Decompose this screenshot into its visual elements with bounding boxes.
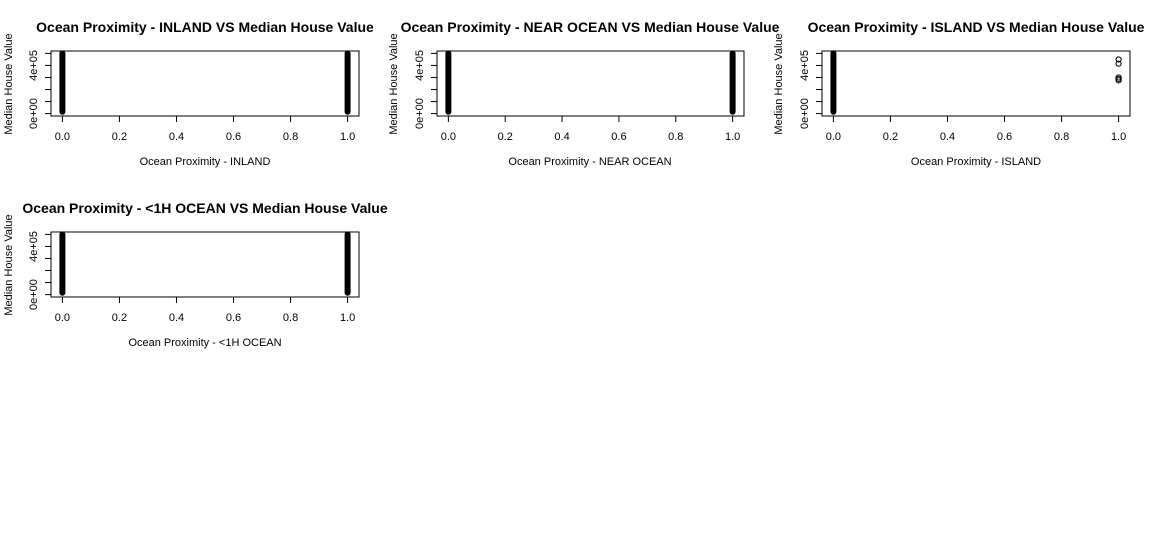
x-tick-label: 0.8 (283, 312, 298, 324)
y-tick-label: 0e+00 (28, 279, 40, 310)
x-tick-label: 0.6 (997, 131, 1012, 143)
x-tick-label: 0.2 (112, 131, 127, 143)
x-tick-label: 1.0 (340, 131, 355, 143)
data-point (1115, 74, 1122, 81)
chart-title: Ocean Proximity - NEAR OCEAN VS Median H… (401, 19, 780, 35)
y-tick-label: 0e+00 (414, 98, 426, 129)
x-tick-label: 0.0 (826, 131, 841, 143)
chart-title: Ocean Proximity - ISLAND VS Median House… (808, 19, 1145, 35)
data-point (1115, 60, 1122, 67)
chart-title: Ocean Proximity - INLAND VS Median House… (36, 19, 374, 35)
x-tick-label: 1.0 (340, 312, 355, 324)
chart-title: Ocean Proximity - <1H OCEAN VS Median Ho… (22, 200, 387, 216)
plot-frame (436, 50, 745, 117)
x-axis-label: Ocean Proximity - NEAR OCEAN (508, 156, 671, 168)
x-tick-label: 1.0 (1111, 131, 1126, 143)
x-tick-label: 0.8 (283, 131, 298, 143)
y-tick-label: 4e+05 (28, 231, 40, 262)
x-tick-label: 1.0 (725, 131, 740, 143)
x-tick-label: 0.4 (554, 131, 569, 143)
plot-frame (50, 231, 360, 298)
y-tick-label: 0e+00 (799, 98, 811, 129)
chart-panel: Ocean Proximity - INLAND VS Median House… (3, 19, 374, 168)
chart-panel: Ocean Proximity - ISLAND VS Median House… (773, 19, 1145, 168)
x-tick-label: 0.2 (883, 131, 898, 143)
x-tick-label: 0.8 (1054, 131, 1069, 143)
plot-frame (821, 50, 1131, 117)
x-tick-label: 0.4 (169, 131, 184, 143)
x-tick-label: 0.2 (112, 312, 127, 324)
y-tick-label: 4e+05 (799, 50, 811, 81)
data-point (1115, 56, 1122, 63)
x-axis-label: Ocean Proximity - ISLAND (911, 156, 1041, 168)
x-tick-label: 0.6 (611, 131, 626, 143)
y-tick-label: 4e+05 (414, 50, 426, 81)
x-tick-label: 0.4 (940, 131, 955, 143)
y-tick-label: 0e+00 (28, 98, 40, 129)
x-tick-label: 0.0 (55, 131, 70, 143)
x-axis-label: Ocean Proximity - <1H OCEAN (128, 337, 281, 349)
y-tick-label: 4e+05 (28, 50, 40, 81)
y-axis-label: Median House Value (3, 33, 15, 134)
chart-panel: Ocean Proximity - NEAR OCEAN VS Median H… (388, 19, 780, 168)
y-axis-label: Median House Value (773, 33, 785, 134)
x-tick-label: 0.4 (169, 312, 184, 324)
x-tick-label: 0.8 (668, 131, 683, 143)
x-tick-label: 0.2 (498, 131, 513, 143)
x-tick-label: 0.0 (441, 131, 456, 143)
chart-panel: Ocean Proximity - <1H OCEAN VS Median Ho… (3, 200, 388, 349)
x-tick-label: 0.6 (226, 131, 241, 143)
x-axis-label: Ocean Proximity - INLAND (140, 156, 271, 168)
x-tick-label: 0.0 (55, 312, 70, 324)
x-tick-label: 0.6 (226, 312, 241, 324)
plot-frame (50, 50, 360, 117)
y-axis-label: Median House Value (388, 33, 400, 134)
data-point (1115, 77, 1122, 84)
y-axis-label: Median House Value (3, 214, 15, 315)
